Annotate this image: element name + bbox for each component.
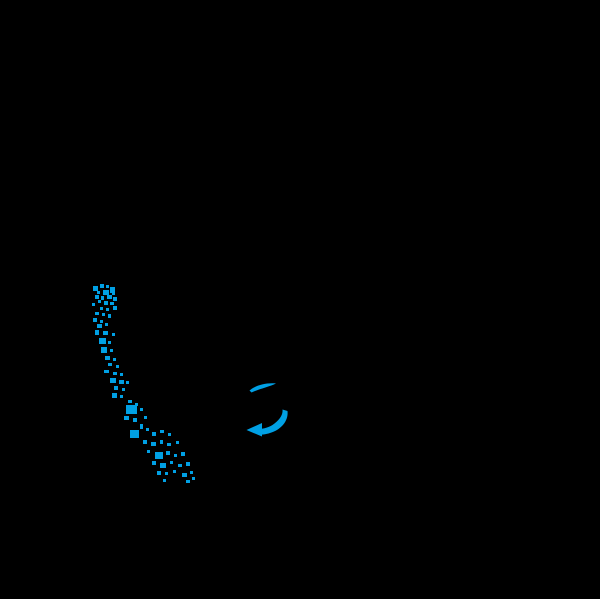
island-shape [113, 372, 117, 375]
island-shape [106, 285, 109, 288]
island-shape [143, 440, 147, 444]
island-shape [106, 308, 109, 311]
island-shape [101, 347, 107, 353]
island-shape [173, 470, 176, 473]
island-shape [144, 416, 147, 419]
island-shape [190, 471, 193, 474]
rotate-arc-lower [257, 409, 288, 435]
island-shape [101, 296, 104, 300]
island-shape [147, 450, 150, 453]
island-shape [113, 358, 116, 361]
island-shape [110, 302, 114, 305]
island-shape [95, 295, 99, 299]
island-shape [130, 430, 139, 438]
island-shape [140, 424, 143, 429]
island-shape [170, 461, 173, 464]
island-shape [116, 365, 119, 368]
island-shape [181, 452, 185, 456]
island-shape [160, 430, 164, 433]
island-shape [176, 441, 179, 444]
island-shape [103, 331, 108, 335]
island-shape [165, 472, 168, 475]
island-shape [110, 349, 113, 352]
island-shape [103, 290, 109, 295]
island-shape [124, 416, 129, 420]
island-shape [104, 301, 108, 305]
island-shape [95, 330, 99, 335]
island-shape [100, 307, 103, 310]
island-shape [151, 442, 156, 446]
island-shape [122, 388, 125, 391]
island-shape [93, 286, 98, 291]
island-shape [107, 295, 112, 299]
rotate-arrow-head [246, 423, 262, 437]
island-shape [93, 318, 97, 322]
island-shape [140, 408, 143, 411]
island-shape [108, 341, 111, 344]
island-shape [186, 480, 190, 483]
island-shape [108, 363, 112, 366]
island-shape [126, 405, 137, 414]
island-shape [167, 443, 171, 446]
rotate-arc-upper [249, 383, 276, 393]
island-shape [152, 432, 156, 436]
island-shape [178, 464, 182, 467]
island-shape [126, 381, 129, 384]
island-shape [104, 370, 109, 373]
island-shape [113, 297, 117, 301]
island-shape [135, 403, 138, 406]
island-shape [155, 452, 163, 459]
island-shape [110, 378, 116, 383]
island-shape [105, 356, 110, 360]
island-shape [120, 395, 123, 398]
island-shape [192, 477, 195, 480]
island-shape [166, 451, 170, 455]
island-shape [112, 292, 115, 295]
island-shape [160, 440, 163, 444]
island-shape [100, 320, 103, 323]
island-shape [105, 323, 108, 326]
island-shape [97, 324, 102, 328]
island-shape [102, 313, 105, 316]
island-shape [128, 400, 132, 403]
island-shape [108, 314, 111, 318]
island-shape [120, 373, 123, 376]
island-shape [97, 291, 100, 294]
island-shape [99, 338, 106, 344]
island-shape [168, 433, 171, 436]
island-shape [157, 471, 161, 475]
island-shape [112, 333, 115, 336]
island-shape [100, 284, 104, 288]
island-shape [92, 303, 95, 306]
rotate-arrow-glyph[interactable] [246, 383, 288, 437]
island-shape [113, 306, 117, 310]
island-shape [163, 479, 166, 482]
island-shape [152, 461, 156, 465]
island-shape [146, 428, 149, 431]
island-shape [112, 393, 117, 398]
island-shape [182, 473, 187, 477]
island-shape [174, 454, 177, 457]
island-shape [186, 462, 190, 466]
island-shape [114, 386, 118, 390]
island-shape [119, 380, 124, 384]
island-shape [160, 463, 166, 468]
island-shape [110, 287, 115, 293]
island-shape [98, 300, 101, 303]
island-shape [133, 418, 137, 422]
island-shape [95, 312, 99, 315]
